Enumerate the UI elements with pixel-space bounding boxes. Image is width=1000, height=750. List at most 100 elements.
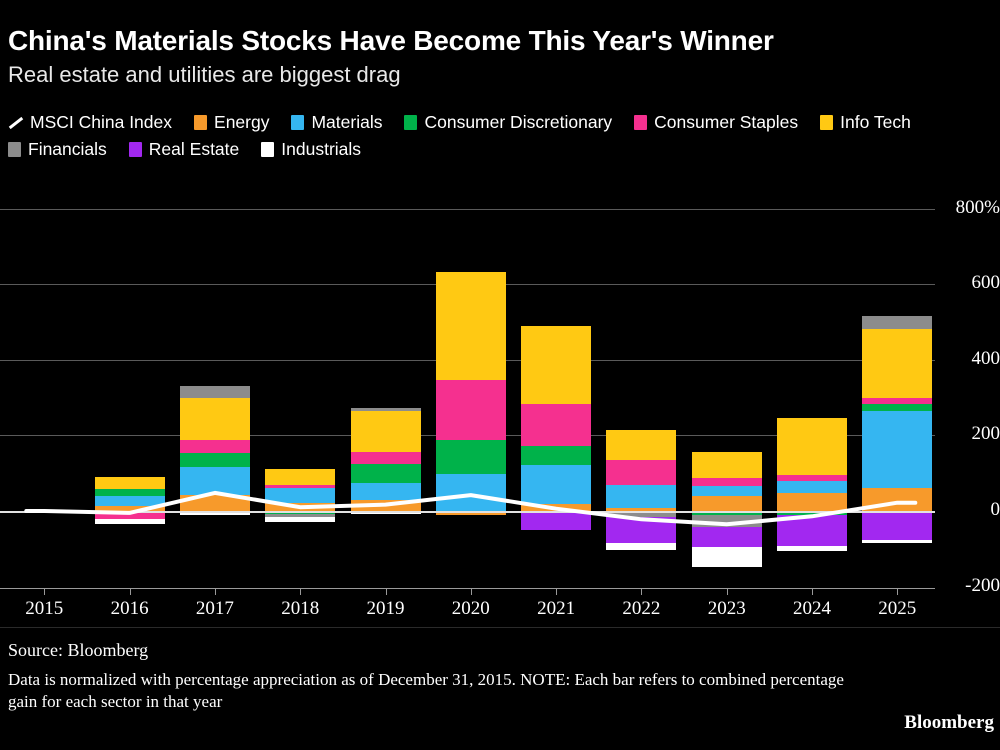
- bloomberg-brand: Bloomberg: [904, 712, 994, 733]
- legend-item-materials[interactable]: Materials: [291, 112, 382, 133]
- bar-segment-financials: [179, 385, 250, 398]
- source-text: Source: Bloomberg: [8, 640, 149, 660]
- bar-segment-consumer-staples: [521, 403, 592, 447]
- legend-item-energy[interactable]: Energy: [194, 112, 269, 133]
- legend-item-label: Energy: [214, 112, 270, 132]
- x-axis-tick: [726, 588, 728, 595]
- x-axis-tick: [129, 588, 131, 595]
- bar-segment-consumer-discretionary: [179, 453, 250, 468]
- footer-divider: [0, 627, 1000, 628]
- bar-segment-info-tech: [435, 272, 506, 380]
- legend-item-label: Materials: [311, 112, 383, 132]
- industrials-swatch-icon: [261, 142, 275, 157]
- x-axis-tick-label: 2019: [366, 598, 405, 619]
- legend-item-info-tech[interactable]: Info Tech: [820, 112, 911, 133]
- bar-segment-real-estate: [691, 526, 762, 547]
- x-axis-tick: [385, 588, 387, 595]
- legend-item-label: Info Tech: [840, 112, 911, 132]
- page-title: China's Materials Stocks Have Become Thi…: [8, 25, 774, 56]
- bar-segment-info-tech: [862, 329, 933, 398]
- x-axis-tick-label: 2023: [707, 598, 746, 619]
- y-axis-labels: 800% 600 400 200 0 -200: [0, 185, 1000, 596]
- legend-item-industrials[interactable]: Industrials: [261, 139, 361, 160]
- x-axis-tick-label: 2018: [281, 598, 320, 619]
- bar-segment-consumer-staples: [691, 477, 762, 486]
- financials-swatch-icon: [8, 142, 21, 157]
- bar-segment-consumer-staples: [265, 484, 336, 489]
- bar-segment-consumer-staples: [777, 475, 847, 482]
- info-tech-swatch-icon: [820, 115, 834, 130]
- bar-segment-info-tech: [691, 451, 762, 478]
- x-axis-tick: [556, 588, 558, 595]
- x-axis-tick: [470, 588, 472, 595]
- legend-item-label: Industrials: [281, 139, 362, 159]
- y-axis-tick-label: -200: [965, 574, 1000, 596]
- legend-item-real-estate[interactable]: Real Estate: [128, 139, 240, 160]
- index-line-icon: [8, 115, 23, 130]
- energy-swatch-icon: [194, 115, 208, 130]
- bar-segment-materials: [179, 467, 250, 496]
- bar-segment-consumer-discretionary: [435, 439, 506, 475]
- bar-segment-materials: [777, 481, 847, 494]
- note-text: Data is normalized with percentage appre…: [8, 670, 844, 711]
- consumer-staples-swatch-icon: [634, 115, 648, 130]
- bar-segment-info-tech: [606, 429, 677, 460]
- bar-segment-consumer-staples: [862, 397, 933, 405]
- bar-2017[interactable]: [179, 185, 250, 590]
- bar-segment-materials: [862, 410, 933, 489]
- consumer-discretionary-swatch-icon: [404, 115, 418, 130]
- gridline-800: [0, 208, 935, 210]
- chart-footer: Source: Bloomberg Data is normalized wit…: [8, 640, 992, 713]
- x-axis-tick-label: 2020: [451, 598, 490, 619]
- materials-swatch-icon: [291, 115, 305, 130]
- x-axis-line: [0, 588, 935, 589]
- bar-segment-materials: [691, 485, 762, 496]
- y-axis-tick-label: 200: [971, 423, 1000, 445]
- bar-segment-consumer-staples: [179, 440, 250, 454]
- y-axis-tick-label: 600: [971, 272, 1000, 294]
- bar-segment-consumer-staples: [606, 459, 677, 485]
- x-axis-tick-label: 2017: [195, 598, 234, 619]
- x-axis-tick-label: 2015: [25, 598, 64, 619]
- legend-item-label: Real Estate: [148, 139, 240, 159]
- legend-item-msci-china-index[interactable]: MSCI China Index: [8, 112, 172, 133]
- x-axis-tick: [641, 588, 643, 595]
- chart-header: China's Materials Stocks Have Become Thi…: [8, 25, 992, 87]
- bar-segment-consumer-discretionary: [521, 446, 592, 466]
- x-axis-tick-label: 2016: [110, 598, 149, 619]
- real-estate-swatch-icon: [128, 142, 142, 157]
- x-axis-tick-label: 2022: [622, 598, 661, 619]
- bar-segment-info-tech: [350, 410, 421, 453]
- x-axis-tick-label: 2025: [878, 598, 917, 619]
- y-axis-tick-label: 0: [990, 499, 1000, 520]
- bar-segment-industrials: [606, 542, 677, 550]
- x-axis-tick: [300, 588, 302, 595]
- bar-segment-info-tech: [777, 418, 847, 476]
- bar-segment-consumer-staples: [350, 452, 421, 464]
- x-axis-tick-label: 2024: [793, 598, 831, 619]
- x-axis-tick: [214, 588, 216, 595]
- x-axis-tick: [897, 588, 899, 595]
- x-axis-tick-label: 2021: [537, 598, 576, 619]
- bar-segment-consumer-discretionary: [350, 463, 421, 484]
- legend-item-financials[interactable]: Financials: [8, 139, 107, 160]
- chart-legend: MSCI China Index Energy Materials Consumer …: [8, 112, 992, 166]
- legend-item-label: Consumer Staples: [654, 112, 799, 132]
- bar-segment-industrials: [691, 546, 762, 567]
- bar-segment-consumer-discretionary: [862, 404, 933, 411]
- y-axis-tick-label: 400: [971, 347, 1000, 369]
- y-axis-tick-label: 800%: [955, 196, 1000, 218]
- legend-item-label: Consumer Discretionary: [424, 112, 613, 132]
- bar-segment-industrials: [862, 539, 933, 543]
- bar-segment-info-tech: [521, 326, 592, 404]
- legend-item-consumer-staples[interactable]: Consumer Staples: [634, 112, 798, 133]
- legend-item-label: MSCI China Index: [30, 112, 173, 132]
- page-subtitle: Real estate and utilities are biggest dr…: [8, 61, 401, 87]
- bar-segment-consumer-staples: [435, 379, 506, 440]
- bar-segment-financials: [862, 316, 933, 330]
- bar-segment-industrials: [777, 545, 847, 551]
- bar-segment-info-tech: [94, 477, 165, 490]
- bar-segment-financials: [350, 407, 421, 411]
- legend-item-consumer-discretionary[interactable]: Consumer Discretionary: [404, 112, 612, 133]
